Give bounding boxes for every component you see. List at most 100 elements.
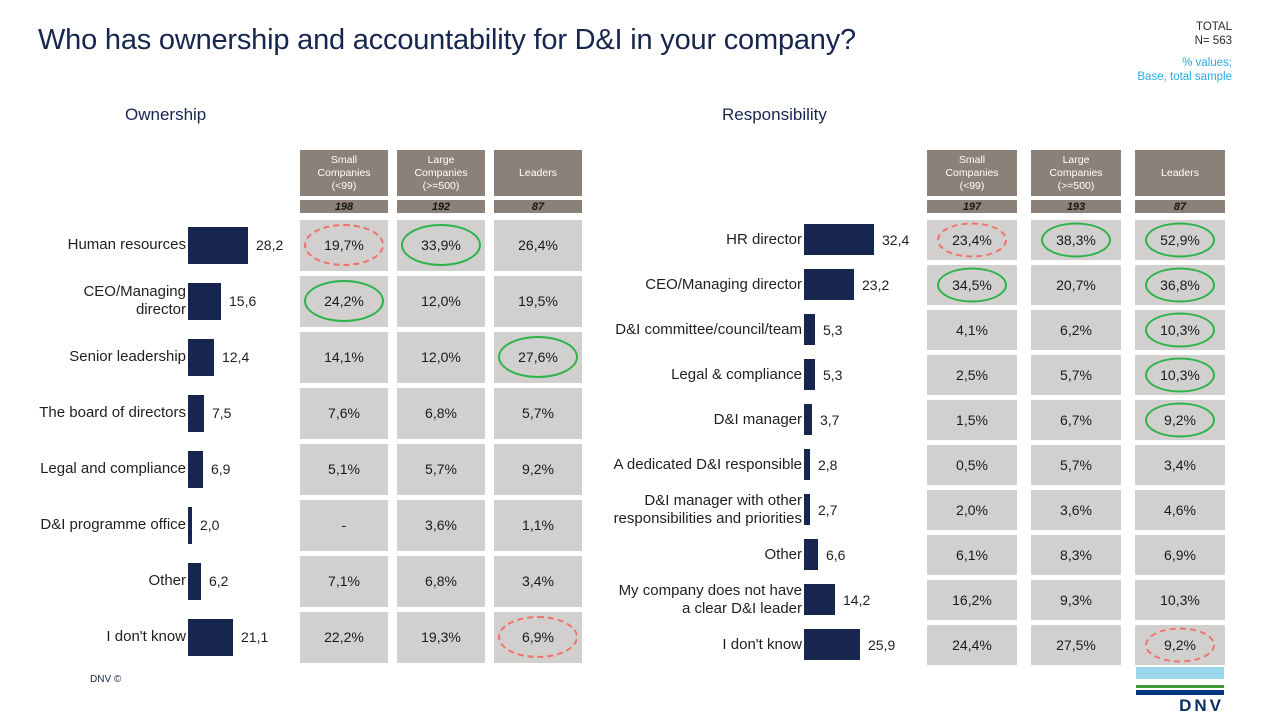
column-n-2: 87	[494, 200, 582, 213]
cell-value: 3,4%	[1164, 456, 1196, 473]
table-cell: 4,6%	[1135, 489, 1225, 530]
bar	[804, 494, 810, 525]
cell-value: 19,7%	[324, 237, 364, 253]
row-label: D&I programme office	[40, 516, 186, 533]
column-header-2: Leaders	[494, 150, 582, 196]
table-n-row: 198 192 87	[30, 200, 590, 213]
section-ownership: Ownership Small Companies (<99) Large Com…	[30, 105, 590, 665]
cell-value: 10,3%	[1160, 321, 1200, 338]
bar	[188, 338, 214, 376]
table-cell: 24,2%	[300, 275, 388, 327]
cell-value: 5,7%	[1060, 366, 1092, 383]
n-spacer	[607, 200, 927, 213]
bar-value: 14,2	[843, 591, 871, 608]
n-spacer	[30, 200, 300, 213]
column-header-1: Large Companies (>=500)	[397, 150, 485, 196]
bar	[804, 404, 812, 435]
cell-value: -	[341, 517, 347, 533]
cell-value: 3,6%	[425, 517, 457, 533]
cell-value: 4,1%	[956, 321, 988, 338]
table-cell: 6,2%	[1031, 309, 1121, 350]
table-cell: 22,2%	[300, 611, 388, 663]
bar-zone: 23,2	[802, 269, 927, 300]
copyright-label: DNV ©	[90, 674, 122, 685]
cell-value: 33,9%	[421, 237, 461, 253]
bar-value: 6,2	[209, 573, 229, 589]
bar-value: 23,2	[862, 276, 890, 293]
table-cell: 2,0%	[927, 489, 1017, 530]
bar-value: 25,9	[868, 636, 896, 653]
column-n-0: 198	[300, 200, 388, 213]
logo-blue-bar	[1136, 690, 1224, 695]
table-cell: 9,3%	[1031, 579, 1121, 620]
table-header-row: Small Companies (<99) Large Companies (>=…	[30, 150, 590, 196]
table-cell: 3,6%	[1031, 489, 1121, 530]
cell-value: 23,4%	[952, 231, 992, 248]
cell-value: 52,9%	[1160, 231, 1200, 248]
table-cell: 5,7%	[397, 443, 485, 495]
logo-sky-bar	[1136, 667, 1224, 679]
cell-value: 34,5%	[952, 276, 992, 293]
bar-row: A dedicated D&I responsible 2,8 0,5% 5,7% 3,…	[607, 442, 1227, 487]
cell-value: 1,5%	[956, 411, 988, 428]
cell-value: 27,5%	[1056, 636, 1096, 653]
header-spacer	[607, 150, 927, 196]
logo-green-bar	[1136, 685, 1224, 688]
cell-value: 9,3%	[1060, 591, 1092, 608]
table-cell: 9,2%	[1135, 399, 1225, 440]
cell-value: 5,7%	[522, 405, 554, 421]
column-header-1: Large Companies (>=500)	[1031, 150, 1121, 196]
table-cell: 19,5%	[494, 275, 582, 327]
cell-value: 38,3%	[1056, 231, 1096, 248]
bar-value: 5,3	[823, 321, 843, 338]
cell-value: 22,2%	[324, 629, 364, 645]
table-cell: 23,4%	[927, 219, 1017, 260]
column-header-2: Leaders	[1135, 150, 1225, 196]
cell-value: 12,0%	[421, 293, 461, 309]
bar-zone: 21,1	[186, 618, 300, 656]
bar-zone: 6,6	[802, 539, 927, 570]
bar	[804, 224, 874, 255]
row-label: Other	[148, 572, 186, 589]
table-cell: 12,0%	[397, 331, 485, 383]
logo-wordmark: DNV	[1179, 696, 1224, 715]
cell-value: 6,2%	[1060, 321, 1092, 338]
column-header-0: Small Companies (<99)	[300, 150, 388, 196]
table-cell: 19,7%	[300, 219, 388, 271]
bar	[188, 282, 221, 320]
table-cell: 8,3%	[1031, 534, 1121, 575]
bar-value: 15,6	[229, 293, 257, 309]
bar-row: Legal and compliance 6,9 5,1% 5,7% 9,2%	[30, 441, 590, 497]
bar-zone: 2,0	[186, 506, 300, 544]
table-cell: 5,1%	[300, 443, 388, 495]
bar-row: Human resources 28,2 19,7% 33,9% 26,4%	[30, 217, 590, 273]
bar	[804, 449, 810, 480]
cell-value: 14,1%	[324, 349, 364, 365]
row-label: I don't know	[722, 635, 802, 653]
bar-row: CEO/Managing director 15,6 24,2% 12,0% 19,5%	[30, 273, 590, 329]
bar-value: 6,6	[826, 546, 846, 563]
table-cell: 20,7%	[1031, 264, 1121, 305]
row-label: My company does not have a clear D&I lea…	[618, 581, 802, 617]
bar-row: CEO/Managing director 23,2 34,5% 20,7% 36,8%	[607, 262, 1227, 307]
bar-zone: 6,2	[186, 562, 300, 600]
table-n-row: 197 193 87	[607, 200, 1227, 213]
cell-value: 6,9%	[1164, 546, 1196, 563]
table-cell: 5,7%	[1031, 444, 1121, 485]
bar	[188, 506, 192, 544]
cell-value: 36,8%	[1160, 276, 1200, 293]
table-cell: 19,3%	[397, 611, 485, 663]
cell-value: 27,6%	[518, 349, 558, 365]
bar-value: 2,0	[200, 517, 220, 533]
bar-value: 2,8	[818, 456, 838, 473]
bar-value: 7,5	[212, 405, 232, 421]
cell-value: 6,8%	[425, 405, 457, 421]
bar	[188, 562, 201, 600]
row-label: I don't know	[106, 628, 186, 645]
bar-zone: 3,7	[802, 404, 927, 435]
section-title-ownership: Ownership	[125, 105, 207, 124]
bar-zone: 25,9	[802, 629, 927, 660]
cell-value: 12,0%	[421, 349, 461, 365]
table-cell: 9,2%	[1135, 624, 1225, 665]
